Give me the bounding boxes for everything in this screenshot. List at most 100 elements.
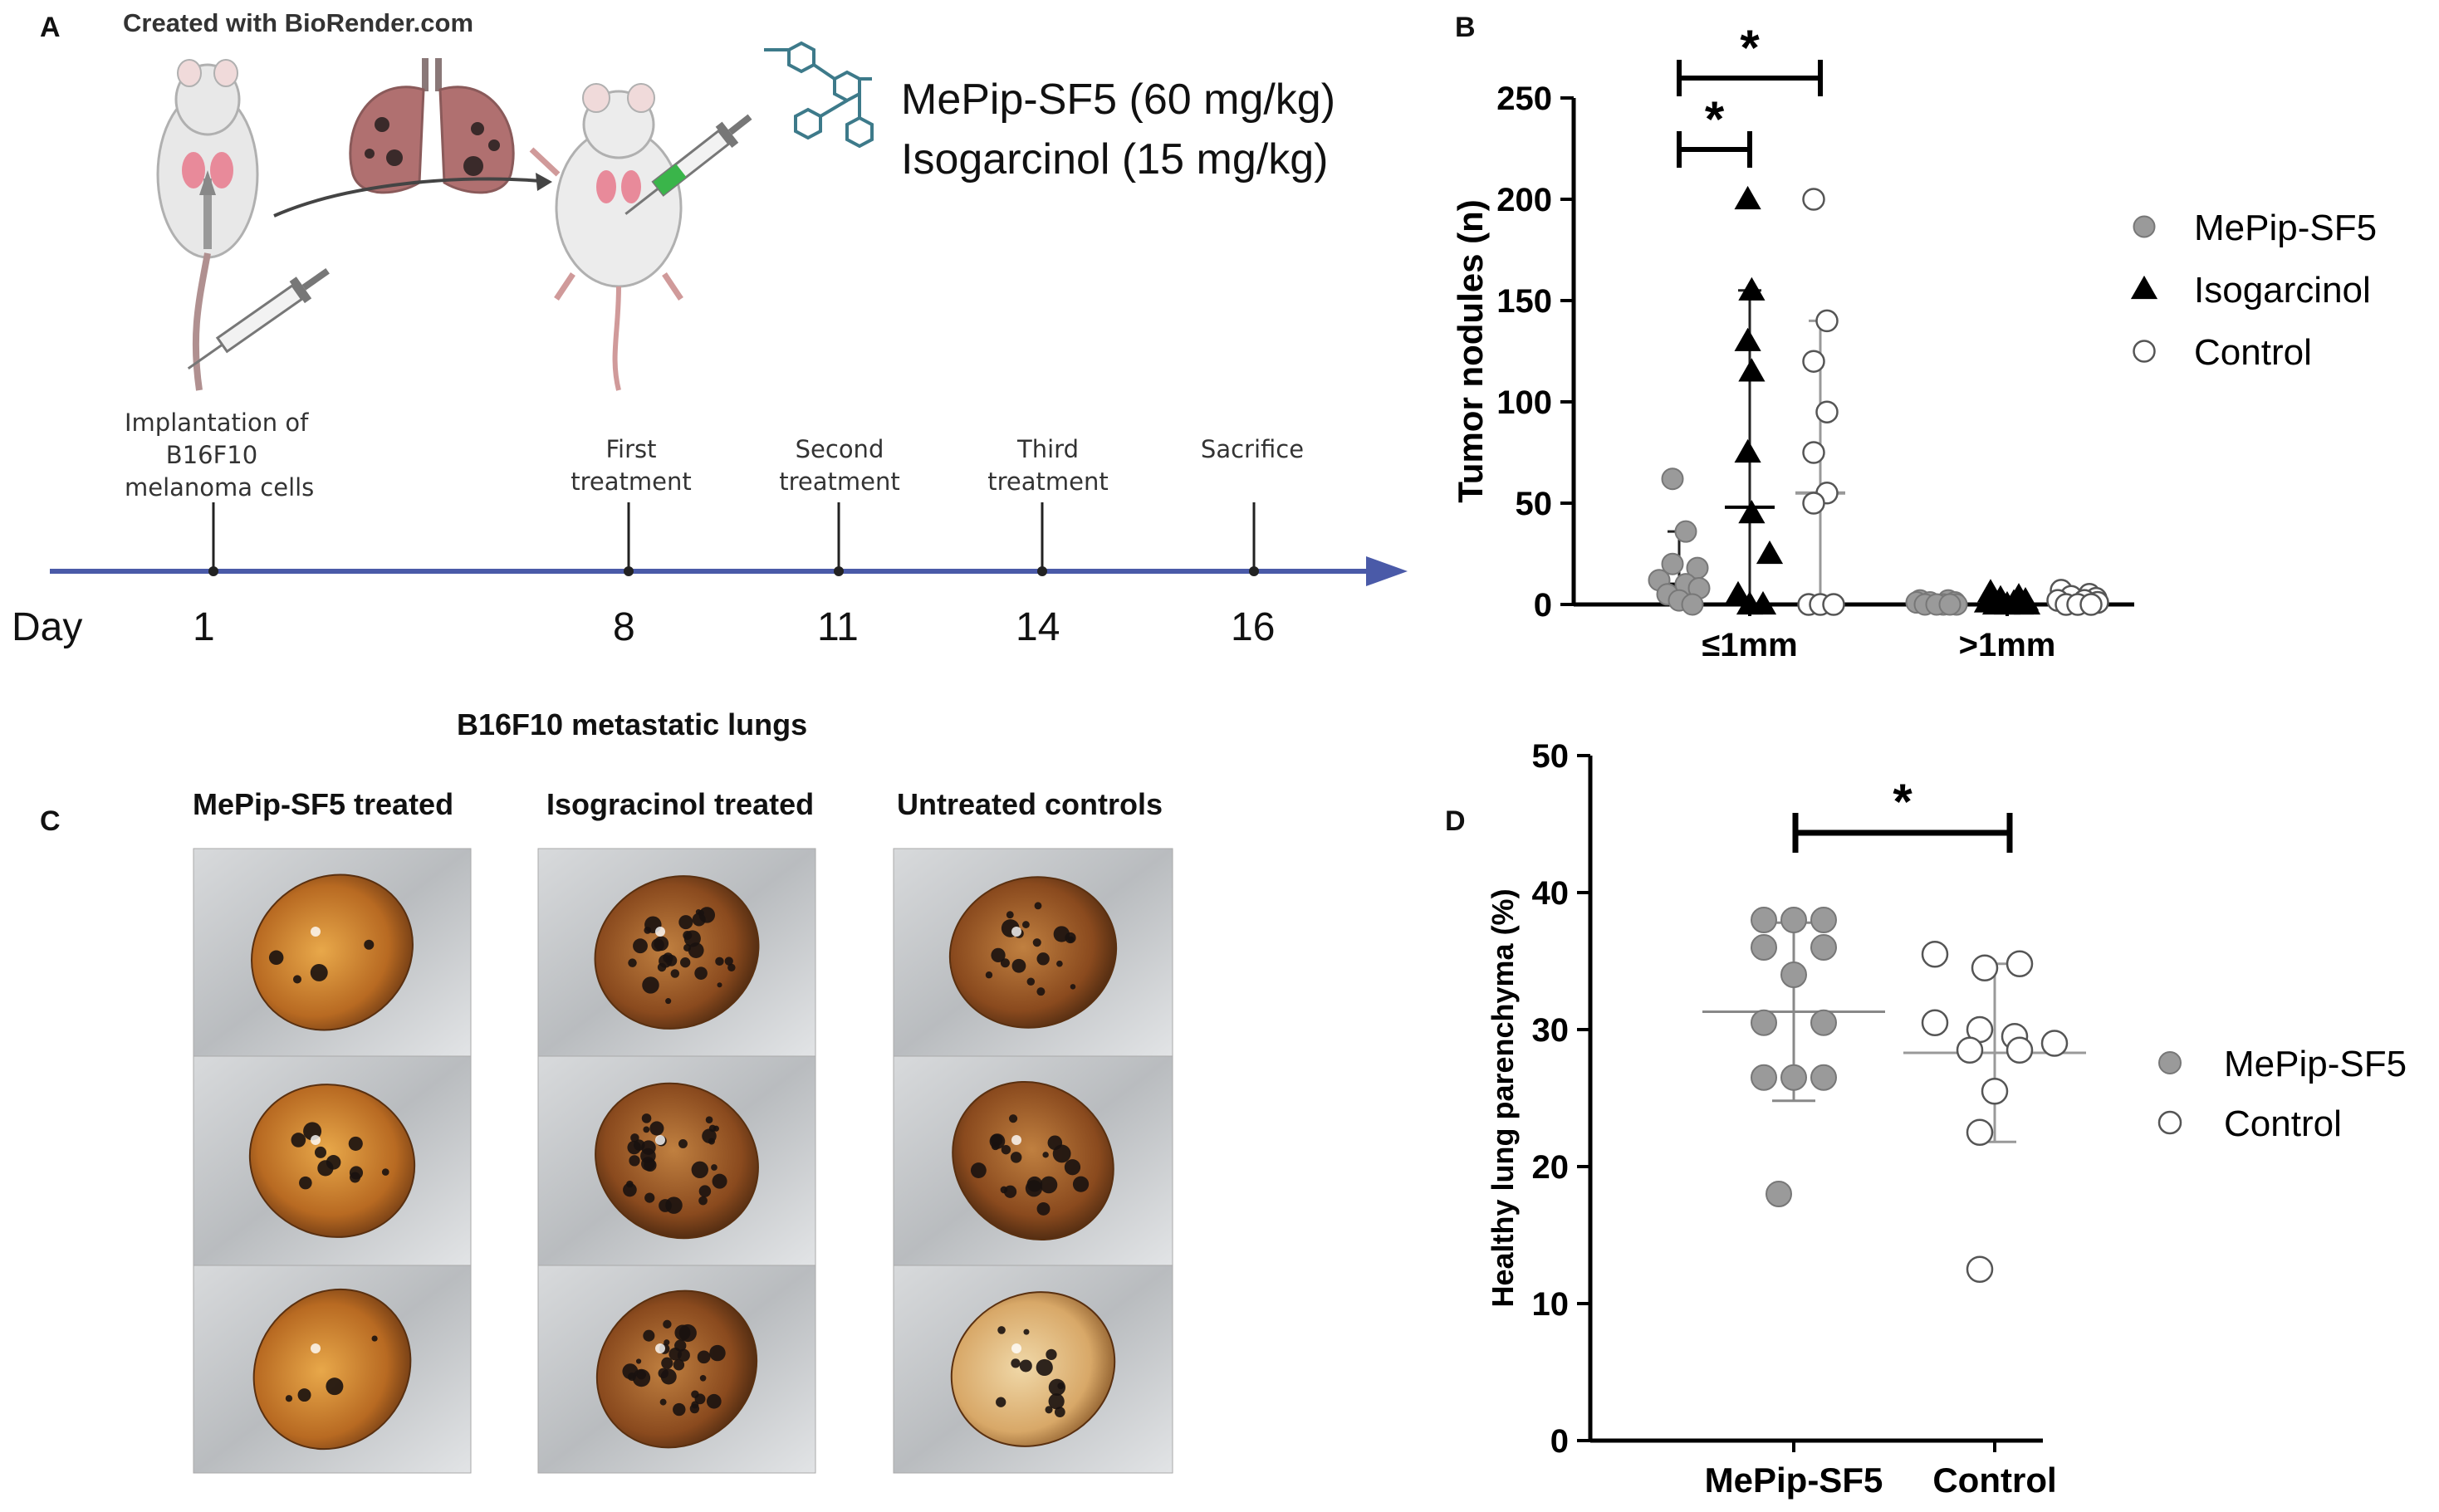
metastasis-spot [642, 976, 659, 994]
metastasis-spot [1032, 938, 1041, 947]
metastasis-spot [715, 957, 724, 966]
metastasis-spot [708, 1124, 717, 1133]
data-point [1822, 593, 1845, 616]
lung-photo-grid [193, 848, 1173, 1474]
metastasis-spot [1065, 932, 1076, 944]
panel-a-illustration [156, 41, 874, 391]
metastasis-spot [658, 1368, 669, 1379]
data-point [1674, 520, 1697, 543]
y-tick-label: 50 [1532, 738, 1570, 775]
data-point [1738, 500, 1766, 524]
healthy-parenchyma-chart: 0 10 20 30 40 50 Healthy lung parenchyma (%) Me… [1486, 738, 2407, 1500]
data-point [1802, 492, 1825, 515]
lung-specimen [950, 1291, 1116, 1447]
metastasis-spot [661, 1357, 673, 1369]
metastasis-spot [680, 957, 691, 968]
metastasis-spot [268, 950, 284, 966]
metastasis-spot [654, 936, 669, 952]
data-point [2006, 950, 2034, 978]
event-label-day8: First treatment [571, 435, 692, 497]
metastasis-spot [643, 1329, 655, 1342]
y-tick-label: 200 [1496, 182, 1552, 218]
x-tick-label: ≤1mm [1702, 627, 1797, 663]
data-point [1938, 593, 1961, 616]
metastasis-spot [664, 1339, 670, 1346]
legend-marker [2133, 340, 2156, 363]
metastasis-spot [711, 1164, 717, 1171]
data-point [1802, 441, 1825, 464]
significance-star: * [1740, 20, 1760, 76]
metastasis-spot [1011, 1358, 1021, 1368]
data-point [2006, 1036, 2034, 1064]
timeline-tick-dot [1249, 566, 1259, 576]
data-point [1661, 467, 1684, 491]
data-point [2006, 590, 2035, 615]
metastasis-spot [1036, 1201, 1051, 1216]
legend-label: Control [2194, 332, 2312, 373]
drug-mepip-dose: MePip-SF5 (60 mg/kg) [901, 76, 1336, 124]
molecule-icon [764, 41, 874, 149]
timeline-tick-dot [1037, 566, 1047, 576]
legend-marker [2157, 1110, 2182, 1135]
data-point [1734, 327, 1761, 351]
data-point [1661, 552, 1684, 575]
metastasis-spot [1054, 1407, 1065, 1417]
event-label-day11: Second treatment [779, 435, 900, 497]
column-header-mepip: MePip-SF5 treated [193, 787, 454, 821]
syringe-icon [187, 267, 330, 370]
mouse-icon-implantation [156, 59, 259, 391]
metastasis-spot [371, 1335, 378, 1342]
day-tick-16: 16 [1231, 605, 1276, 649]
data-point [1751, 934, 1777, 961]
data-point [1734, 438, 1761, 463]
y-tick-label: 100 [1496, 384, 1552, 421]
metastasis-spot [669, 1347, 682, 1361]
metastasis-spot [659, 1199, 672, 1212]
metastasis-spot [673, 1402, 686, 1417]
metastasis-spot [717, 982, 722, 988]
x-tick-label: >1mm [1959, 627, 2056, 663]
metastasis-spot [314, 1146, 327, 1158]
metastasis-spot [1047, 1135, 1063, 1151]
metastasis-spot [1025, 1180, 1043, 1197]
y-tick-label: 0 [1534, 587, 1552, 624]
data-point [1766, 1181, 1792, 1207]
data-point [1751, 1064, 1777, 1091]
metastasis-spot [697, 1350, 711, 1364]
metastasis-spot [659, 1398, 667, 1406]
metastasis-spot [644, 1192, 655, 1203]
data-point [1966, 1255, 1994, 1283]
data-point [1734, 185, 1761, 210]
day-tick-11: 11 [817, 605, 859, 649]
y-tick-label: 40 [1532, 875, 1570, 912]
metastasis-spot [643, 1126, 650, 1133]
specimen-highlight [311, 927, 321, 937]
specimen-highlight [311, 1343, 321, 1353]
y-tick-label: 0 [1550, 1423, 1569, 1460]
metastasis-spot [1034, 902, 1042, 910]
data-point [1815, 309, 1839, 333]
metastasis-spot [381, 1168, 389, 1176]
data-point [1802, 350, 1825, 373]
syringe-icon-treatment [624, 114, 752, 215]
data-point [1749, 590, 1777, 615]
y-tick-label: 50 [1516, 486, 1553, 522]
metastasis-spot [292, 975, 302, 984]
metastasis-spot [1001, 1144, 1011, 1155]
metastasis-spot [1036, 987, 1046, 996]
y-tick-label: 30 [1532, 1012, 1570, 1049]
metastasis-spot [297, 1388, 311, 1402]
data-point [1756, 540, 1784, 565]
metastasis-spot [629, 1155, 640, 1167]
lungs-icon [349, 58, 515, 194]
metastasis-spot [1070, 984, 1076, 990]
metastasis-spot [291, 1133, 306, 1147]
timeline-tick-dot [624, 566, 634, 576]
metastasis-spot [1045, 1406, 1053, 1414]
day-tick-8: 8 [613, 605, 635, 649]
metastasis-spot [678, 915, 693, 930]
metastasis-spot [694, 966, 708, 980]
data-point [1751, 1009, 1777, 1036]
metastasis-spot [698, 907, 716, 923]
metastasis-spot [310, 963, 328, 981]
